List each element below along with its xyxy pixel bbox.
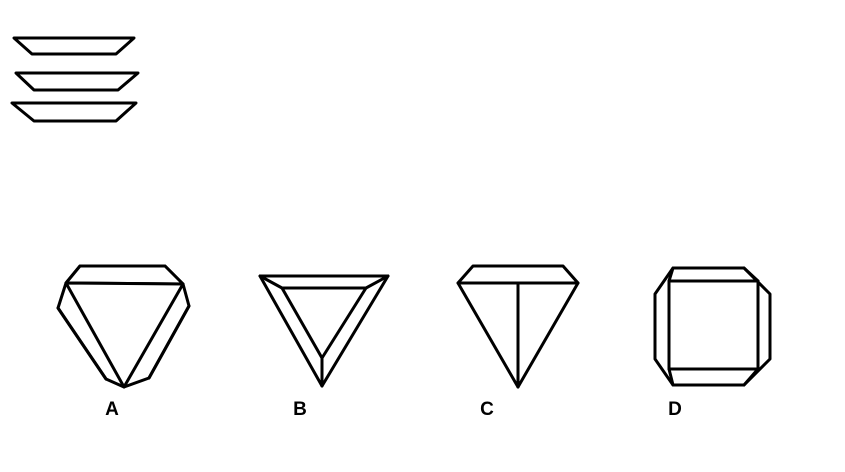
- option-d-bottom-right-bevel: [742, 367, 760, 387]
- slab-middle: [14, 71, 140, 92]
- option-a-label: A: [105, 399, 119, 420]
- option-a-figure[interactable]: [56, 264, 191, 389]
- option-a-top-facet: [64, 264, 185, 286]
- option-b-label: B: [293, 399, 307, 420]
- option-c-label: C: [480, 399, 494, 420]
- option-d-label: D: [668, 399, 682, 420]
- option-b-inner-triangle: [280, 286, 368, 360]
- option-d-top-right-bevel: [742, 266, 760, 283]
- option-b-figure[interactable]: [258, 274, 390, 388]
- option-b-right-bevel: [364, 274, 390, 290]
- stacked-slabs-figure: [10, 36, 140, 123]
- option-d-inner-square: [667, 279, 760, 371]
- option-d-figure[interactable]: [653, 266, 772, 387]
- option-d-top-left-bevel: [667, 266, 675, 283]
- option-b-left-bevel: [258, 274, 284, 290]
- option-d-bottom-left-bevel: [667, 367, 675, 387]
- option-a-right-bevel: [147, 304, 191, 380]
- slab-top: [12, 36, 136, 56]
- slab-bottom: [10, 101, 138, 123]
- option-c-figure[interactable]: [456, 264, 580, 389]
- option-a-left-bevel: [56, 306, 108, 381]
- option-a-front-facet: [64, 281, 185, 389]
